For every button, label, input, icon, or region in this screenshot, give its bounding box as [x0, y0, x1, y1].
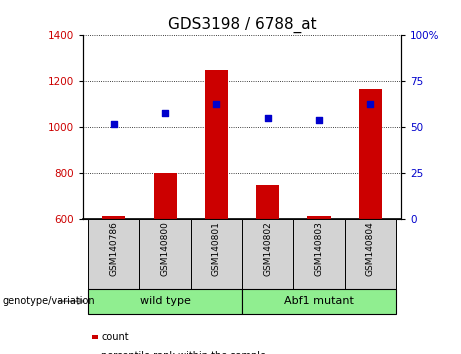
Bar	[359, 90, 382, 219]
Text: GSM140803: GSM140803	[314, 222, 324, 276]
Point	[315, 117, 323, 123]
Point	[264, 115, 272, 121]
Text: Abf1 mutant: Abf1 mutant	[284, 296, 354, 306]
Text: count: count	[101, 332, 129, 342]
Text: percentile rank within the sample: percentile rank within the sample	[101, 352, 266, 354]
Point	[110, 121, 118, 127]
Text: GSM140804: GSM140804	[366, 222, 375, 276]
Point	[161, 110, 169, 115]
Point	[213, 101, 220, 106]
Text: genotype/variation: genotype/variation	[2, 296, 95, 306]
Bar	[102, 216, 125, 219]
Bar	[256, 185, 279, 219]
Bar	[205, 70, 228, 219]
Point	[366, 101, 374, 106]
Text: GSM140786: GSM140786	[109, 222, 118, 276]
Text: GSM140801: GSM140801	[212, 222, 221, 276]
Text: GSM140800: GSM140800	[160, 222, 170, 276]
Bar	[307, 216, 331, 219]
Text: GSM140802: GSM140802	[263, 222, 272, 276]
Title: GDS3198 / 6788_at: GDS3198 / 6788_at	[168, 16, 316, 33]
Text: wild type: wild type	[140, 296, 190, 306]
Bar	[154, 173, 177, 219]
